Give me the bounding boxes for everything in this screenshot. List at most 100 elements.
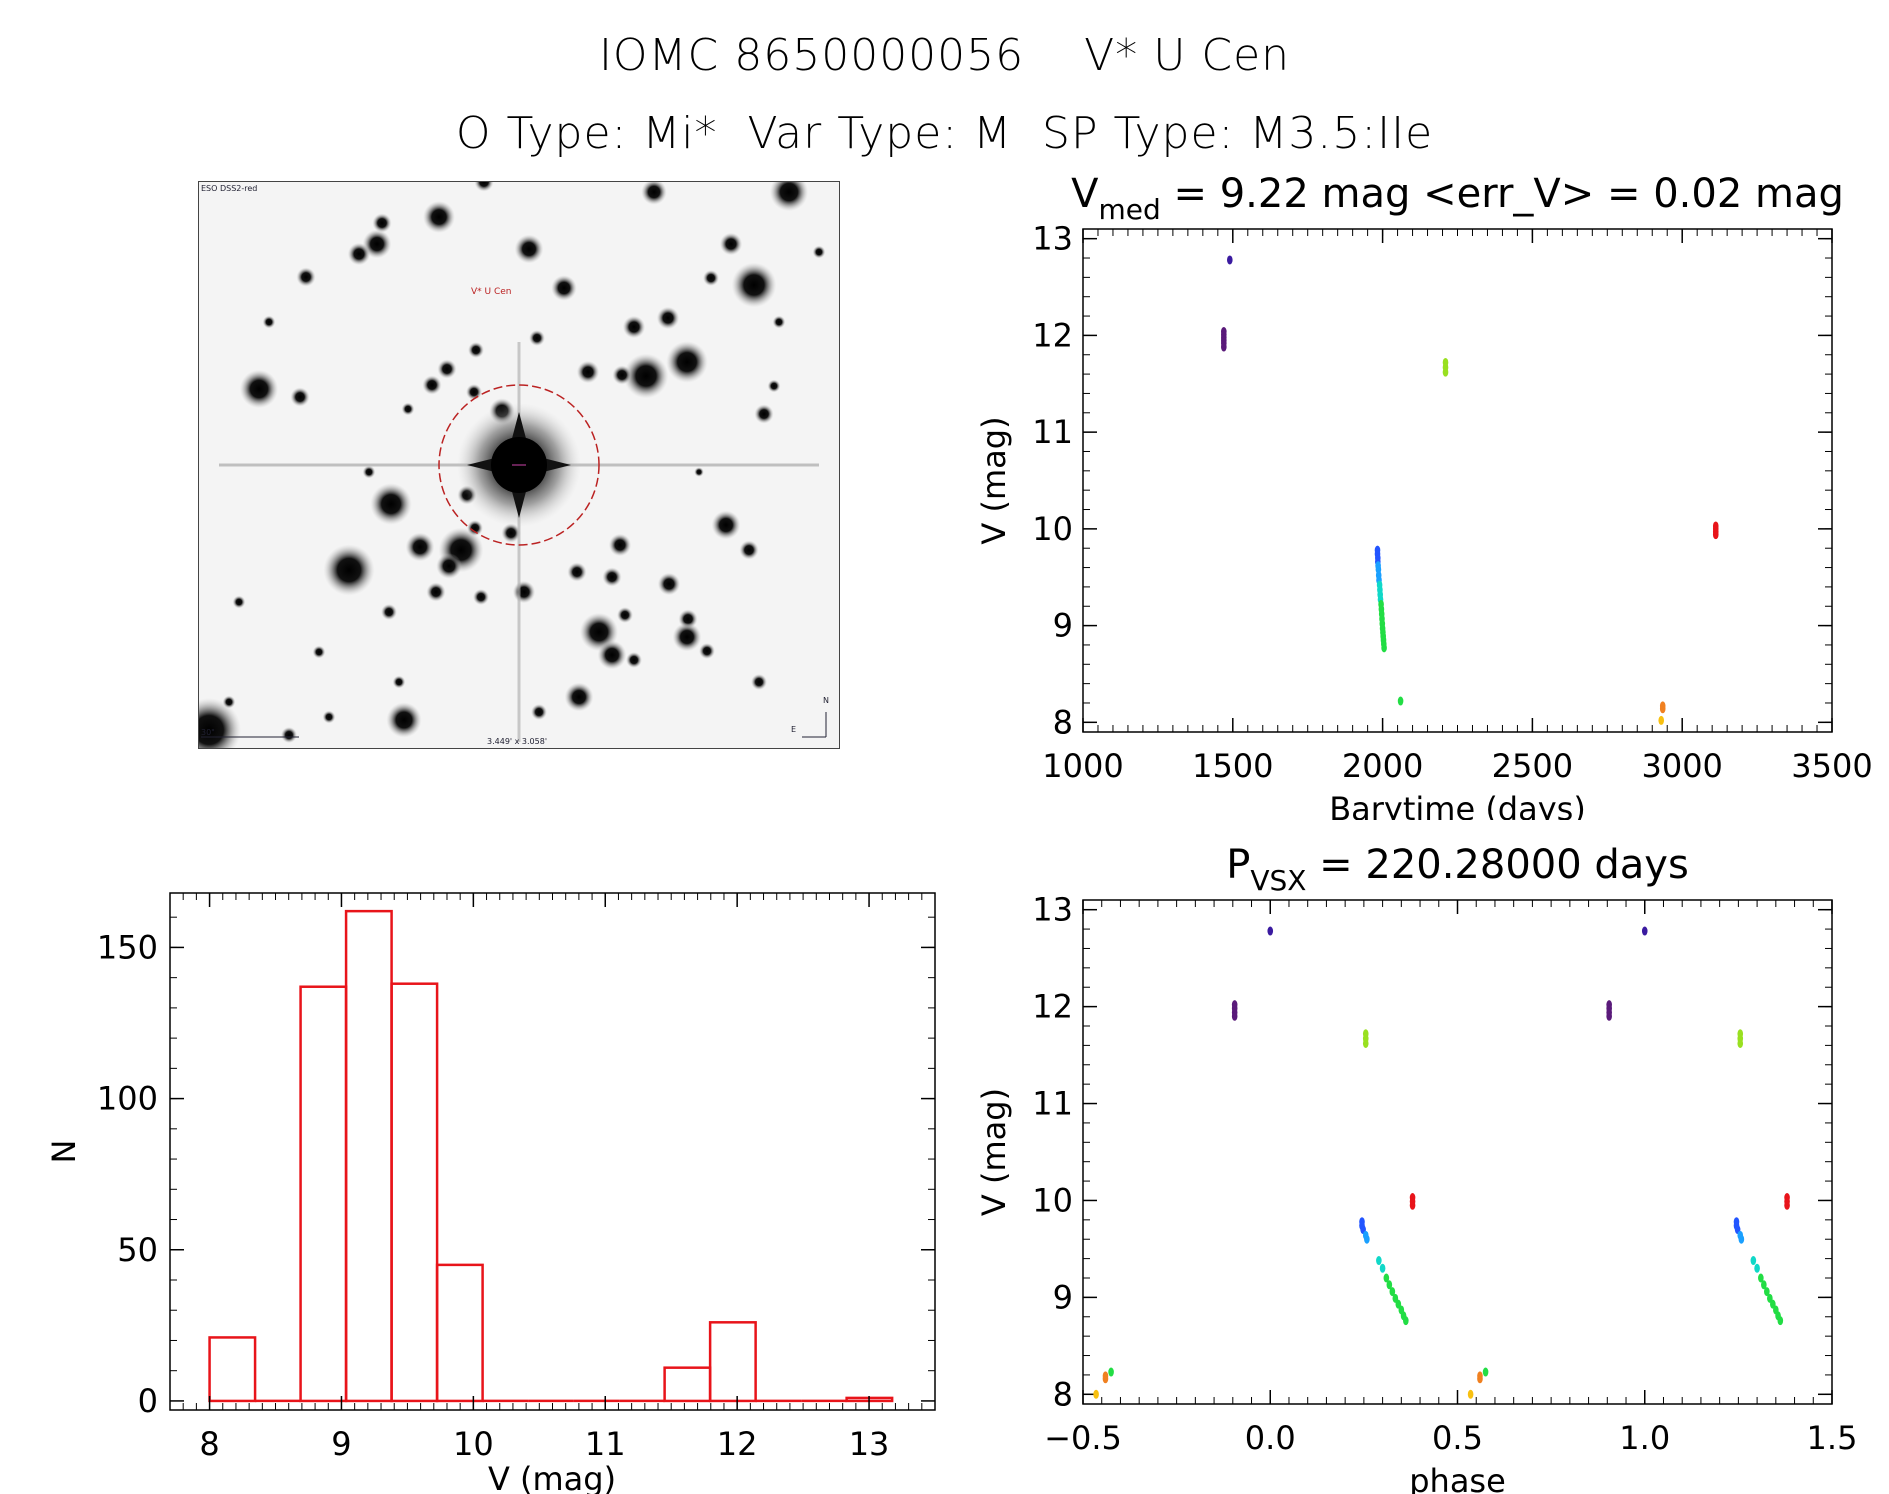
x-tick-label: 1.5 bbox=[1807, 1419, 1858, 1457]
field-star bbox=[514, 234, 544, 264]
field-star bbox=[772, 315, 786, 329]
compass-north: N bbox=[823, 696, 829, 705]
field-star bbox=[602, 567, 622, 587]
x-tick-label: 13 bbox=[849, 1425, 890, 1463]
x-tick-label: 1.0 bbox=[1619, 1419, 1670, 1457]
x-axis-label: V (mag) bbox=[488, 1460, 616, 1494]
data-point bbox=[1754, 1263, 1760, 1273]
data-point bbox=[1606, 1000, 1612, 1010]
data-point bbox=[1777, 1316, 1784, 1326]
y-tick-label: 8 bbox=[1053, 1375, 1073, 1413]
scale-label: 30" bbox=[201, 728, 215, 737]
field-star bbox=[239, 369, 279, 409]
field-star bbox=[767, 379, 781, 393]
y-axis-label: V (mag) bbox=[975, 1088, 1013, 1216]
field-star bbox=[322, 710, 336, 724]
x-tick-label: 0.0 bbox=[1245, 1419, 1296, 1457]
field-star bbox=[347, 242, 371, 266]
data-point bbox=[1379, 1263, 1386, 1273]
y-tick-label: 8 bbox=[1053, 703, 1073, 741]
y-axis-label: N bbox=[45, 1140, 83, 1164]
field-stars bbox=[199, 182, 826, 748]
x-tick-label: 12 bbox=[717, 1425, 758, 1463]
data-point bbox=[1102, 1371, 1109, 1381]
field-star bbox=[769, 182, 809, 212]
field-star bbox=[281, 727, 297, 743]
y-tick-label: 100 bbox=[97, 1080, 158, 1118]
lightcurve-plot: 1000 1500 2000 2500 3000 3500 8 9 10 11 12 13 Baryti… bbox=[975, 171, 1873, 820]
field-star bbox=[468, 342, 484, 358]
histogram-bar bbox=[663, 1366, 712, 1403]
plot-frame bbox=[169, 892, 936, 1411]
y-tick-label: 12 bbox=[1032, 316, 1073, 354]
field-star bbox=[437, 359, 457, 379]
field-star bbox=[405, 532, 435, 562]
data-point bbox=[1383, 1273, 1390, 1283]
field-star bbox=[262, 315, 276, 329]
field-star bbox=[612, 365, 632, 385]
field-star bbox=[672, 622, 702, 652]
x-tick-label: 0.5 bbox=[1432, 1419, 1483, 1457]
y-tick-label: 11 bbox=[1032, 413, 1073, 451]
field-star bbox=[529, 330, 545, 346]
target-label: V* U Cen bbox=[471, 287, 512, 297]
data-point bbox=[1658, 715, 1665, 725]
data-point bbox=[1784, 1193, 1790, 1203]
data-point bbox=[1737, 1029, 1744, 1039]
data-point bbox=[1227, 255, 1233, 265]
data-point bbox=[1397, 696, 1404, 706]
data-point bbox=[1108, 1367, 1114, 1377]
histogram-bar bbox=[390, 982, 439, 1403]
x-tick-label: 11 bbox=[585, 1425, 626, 1463]
data-point bbox=[1267, 926, 1274, 936]
histogram-bar bbox=[344, 909, 393, 1403]
y-tick-label: 12 bbox=[1032, 988, 1073, 1026]
plot-title-subscript: med bbox=[1099, 193, 1161, 226]
data-point bbox=[1477, 1371, 1483, 1381]
field-star bbox=[731, 262, 777, 308]
x-axis-label: Barytime (days) bbox=[1329, 790, 1586, 820]
fov-label: 3.449' x 3.058' bbox=[487, 737, 547, 746]
finder-chart-image: V* U Cen ESO DSS2-red 30" 3.449' x 3.058… bbox=[199, 182, 839, 748]
x-tick-label: 3500 bbox=[1791, 747, 1872, 785]
plot-title-main: V bbox=[1071, 171, 1099, 217]
field-star bbox=[232, 595, 246, 609]
finder-chart: V* U Cen ESO DSS2-red 30" 3.449' x 3.058… bbox=[198, 181, 840, 749]
histogram-bar bbox=[208, 1336, 257, 1403]
plot-title: Vmed = 9.22 mag <err_V> = 0.02 mag bbox=[1071, 171, 1844, 226]
field-star bbox=[531, 704, 547, 720]
field-star bbox=[812, 245, 826, 259]
field-star bbox=[370, 483, 412, 525]
plot-title: PVSX = 220.28000 days bbox=[1226, 842, 1689, 897]
data-point bbox=[1376, 1256, 1382, 1266]
field-star bbox=[626, 652, 642, 668]
data-point bbox=[1386, 1280, 1393, 1290]
field-star bbox=[719, 232, 743, 256]
field-star bbox=[622, 315, 646, 339]
field-star bbox=[401, 402, 415, 416]
field-star bbox=[386, 702, 422, 738]
data-point bbox=[1381, 643, 1387, 653]
y-tick-label: 13 bbox=[1032, 891, 1073, 929]
x-tick-label: 2500 bbox=[1492, 747, 1573, 785]
field-star bbox=[296, 267, 316, 287]
x-tick-label: 3000 bbox=[1641, 747, 1722, 785]
field-star bbox=[372, 213, 392, 233]
field-star bbox=[617, 607, 633, 623]
x-tick-label: 9 bbox=[331, 1425, 351, 1463]
field-star bbox=[751, 674, 767, 690]
field-star bbox=[474, 182, 494, 192]
compass-east: E bbox=[791, 725, 796, 734]
histogram-bar bbox=[708, 1321, 757, 1403]
data-point bbox=[1659, 701, 1666, 711]
y-tick-label: 11 bbox=[1032, 1085, 1073, 1123]
field-star bbox=[473, 589, 489, 605]
histogram-bar bbox=[299, 985, 348, 1403]
field-star bbox=[576, 360, 600, 384]
field-star bbox=[423, 201, 455, 233]
data-point bbox=[1409, 1193, 1416, 1203]
data-point bbox=[1389, 1287, 1396, 1297]
data-point bbox=[1758, 1273, 1764, 1283]
data-point bbox=[1442, 357, 1449, 367]
